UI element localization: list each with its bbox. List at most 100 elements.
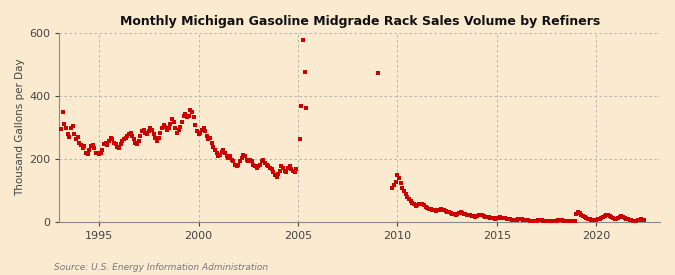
Point — [438, 208, 449, 213]
Point — [594, 216, 605, 221]
Point — [460, 212, 471, 216]
Point — [538, 219, 549, 223]
Point — [279, 169, 290, 173]
Point — [296, 103, 306, 108]
Point — [407, 201, 418, 205]
Point — [215, 153, 225, 157]
Point — [186, 110, 197, 115]
Point — [485, 215, 495, 220]
Point — [64, 135, 75, 139]
Point — [421, 204, 431, 209]
Point — [632, 218, 643, 223]
Point — [258, 157, 269, 162]
Point — [533, 218, 543, 223]
Point — [432, 208, 443, 213]
Point — [556, 218, 567, 223]
Point — [173, 128, 184, 132]
Point — [561, 219, 572, 223]
Point — [165, 122, 176, 126]
Point — [259, 161, 270, 165]
Point — [536, 218, 547, 223]
Point — [87, 143, 98, 147]
Point — [233, 162, 244, 167]
Point — [142, 132, 153, 137]
Point — [115, 142, 126, 146]
Point — [618, 215, 628, 219]
Point — [274, 169, 285, 173]
Point — [57, 110, 68, 114]
Point — [208, 145, 219, 149]
Point — [535, 218, 545, 222]
Point — [301, 106, 312, 110]
Point — [441, 210, 452, 214]
Point — [427, 208, 437, 212]
Point — [82, 152, 93, 156]
Point — [203, 137, 214, 142]
Point — [636, 217, 647, 221]
Point — [491, 216, 502, 220]
Point — [630, 219, 641, 223]
Point — [155, 131, 166, 135]
Point — [171, 131, 182, 135]
Point — [543, 219, 554, 223]
Point — [551, 219, 562, 223]
Point — [85, 144, 96, 148]
Point — [423, 206, 434, 211]
Point — [520, 218, 531, 222]
Point — [412, 203, 423, 208]
Point — [65, 125, 76, 130]
Point — [516, 217, 527, 221]
Point — [277, 166, 288, 170]
Point — [406, 199, 416, 204]
Point — [225, 154, 236, 159]
Point — [159, 123, 169, 127]
Point — [294, 136, 305, 141]
Point — [230, 162, 240, 167]
Point — [241, 157, 252, 162]
Point — [232, 164, 242, 168]
Point — [286, 167, 297, 171]
Point — [624, 218, 635, 222]
Point — [88, 146, 99, 150]
Point — [629, 219, 640, 223]
Point — [97, 148, 108, 152]
Point — [396, 181, 406, 186]
Point — [182, 115, 192, 120]
Point — [389, 183, 400, 187]
Point — [481, 215, 492, 219]
Point — [601, 213, 612, 217]
Point — [566, 219, 577, 224]
Point — [143, 129, 154, 133]
Point — [524, 219, 535, 223]
Point — [284, 164, 295, 168]
Point — [243, 159, 254, 164]
Point — [68, 124, 78, 128]
Point — [634, 218, 645, 222]
Point — [140, 131, 151, 135]
Point — [583, 216, 593, 221]
Point — [207, 141, 217, 145]
Point — [410, 204, 421, 208]
Point — [387, 186, 398, 190]
Point — [240, 154, 250, 159]
Point — [616, 214, 626, 218]
Point — [261, 162, 272, 167]
Point — [475, 213, 486, 217]
Point — [417, 202, 428, 206]
Point — [76, 143, 86, 147]
Point — [503, 217, 514, 221]
Point — [205, 135, 215, 140]
Point — [110, 142, 121, 146]
Point — [591, 218, 601, 222]
Point — [455, 210, 466, 214]
Point — [392, 173, 403, 177]
Point — [612, 216, 623, 220]
Point — [163, 126, 174, 130]
Point — [574, 211, 585, 215]
Point — [192, 129, 202, 133]
Point — [196, 128, 207, 132]
Point — [130, 141, 141, 145]
Point — [558, 219, 568, 223]
Point — [266, 167, 277, 171]
Point — [578, 214, 589, 218]
